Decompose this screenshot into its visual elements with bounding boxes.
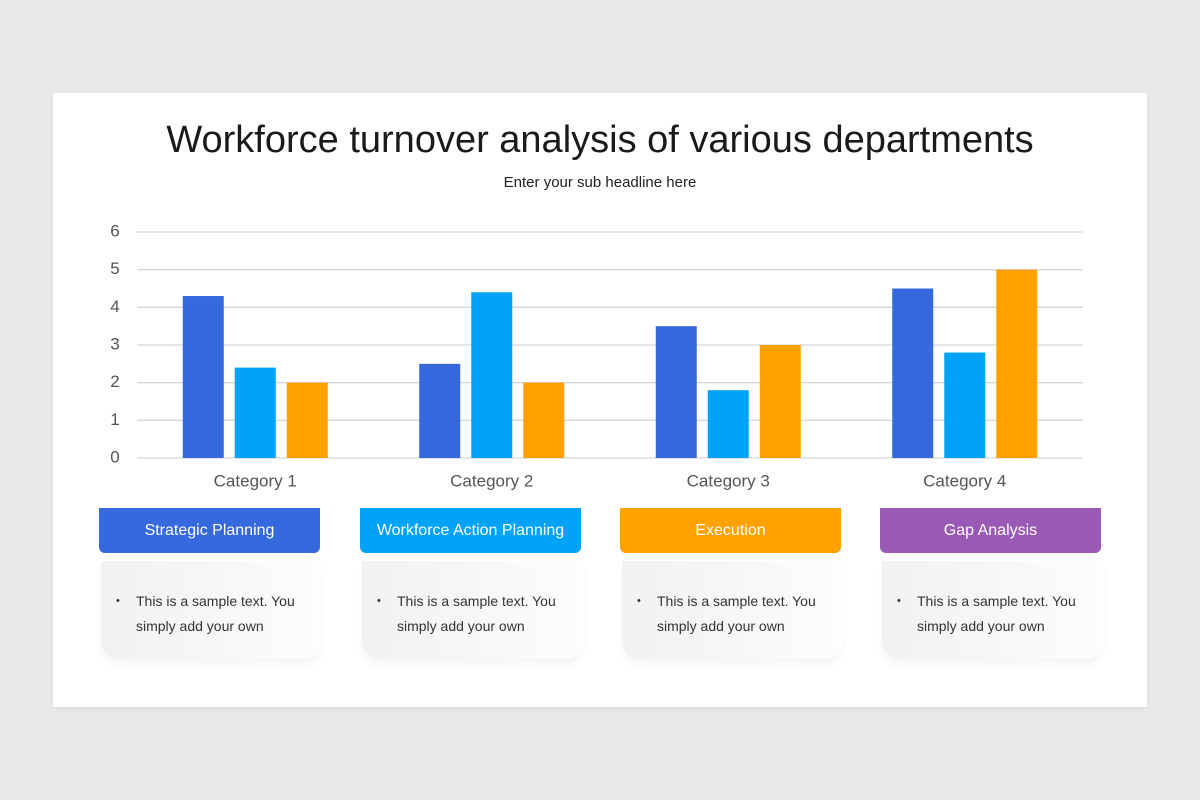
card-header: Strategic Planning	[99, 508, 320, 553]
chart-subtitle: Enter your sub headline here	[504, 174, 697, 191]
card-body: This is a sample text. You simply add yo…	[101, 561, 322, 659]
chart-title: Workforce turnover analysis of various d…	[166, 119, 1033, 161]
bar	[707, 390, 749, 458]
y-tick-label: 6	[110, 221, 119, 240]
x-tick-label: Category 1	[214, 471, 297, 490]
bar	[892, 288, 934, 458]
card-body: This is a sample text. You simply add yo…	[882, 561, 1103, 659]
bar	[286, 382, 328, 458]
bullet-text: This is a sample text. You simply add yo…	[897, 589, 1081, 639]
bullet-list: This is a sample text. You simply add yo…	[377, 589, 561, 639]
y-tick-label: 5	[110, 259, 119, 278]
bullet-list: This is a sample text. You simply add yo…	[116, 589, 300, 639]
bar	[996, 269, 1038, 458]
card-header: Gap Analysis	[880, 508, 1101, 553]
bar	[759, 345, 801, 458]
bar	[944, 352, 986, 458]
card-header: Workforce Action Planning	[360, 508, 581, 553]
card-body: This is a sample text. You simply add yo…	[622, 561, 843, 659]
card-body: This is a sample text. You simply add yo…	[362, 561, 583, 659]
y-tick-label: 0	[110, 447, 119, 466]
bullet-text: This is a sample text. You simply add yo…	[116, 589, 300, 639]
bullet-text: This is a sample text. You simply add yo…	[377, 589, 561, 639]
y-tick-label: 4	[110, 297, 119, 316]
x-tick-label: Category 2	[450, 471, 533, 490]
bullet-list: This is a sample text. You simply add yo…	[637, 589, 821, 639]
bar	[655, 326, 697, 458]
bar	[471, 292, 513, 458]
x-tick-label: Category 3	[687, 471, 770, 490]
bar	[234, 367, 276, 458]
y-tick-label: 2	[110, 372, 119, 391]
y-tick-label: 1	[110, 410, 119, 429]
x-tick-label: Category 4	[923, 471, 1006, 490]
bar	[523, 382, 565, 458]
y-tick-label: 3	[110, 334, 119, 353]
bar	[419, 363, 461, 458]
bar	[182, 296, 224, 458]
card-header: Execution	[620, 508, 841, 553]
bullet-list: This is a sample text. You simply add yo…	[897, 589, 1081, 639]
bullet-text: This is a sample text. You simply add yo…	[637, 589, 821, 639]
